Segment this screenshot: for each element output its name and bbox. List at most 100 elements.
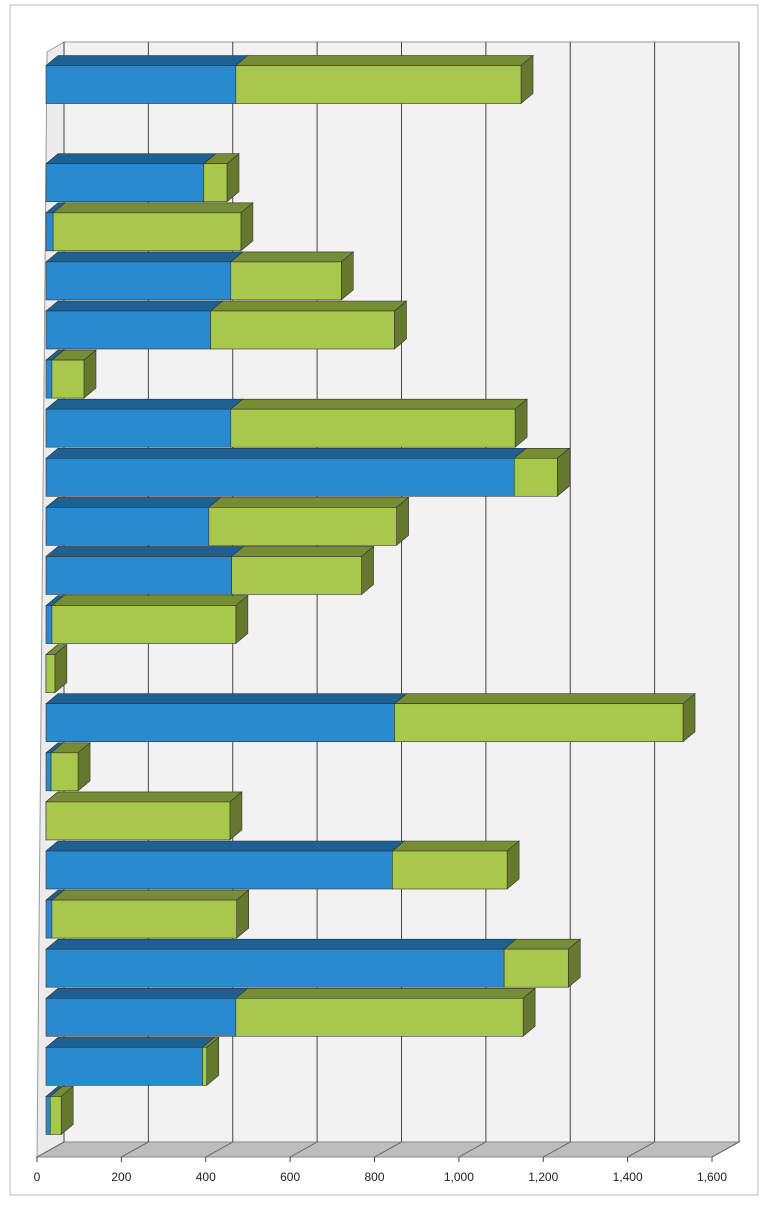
bar-segment [51,349,97,399]
bar-segment [45,643,68,694]
bar-segment [45,693,408,743]
bar-front [45,65,237,104]
bar-front [231,556,362,595]
bar-front [210,310,395,350]
x-tick-label: 0 [34,1170,41,1184]
bar-front [52,212,242,252]
bar-segment [503,938,582,988]
bar-front [45,261,232,301]
bar-front [45,163,205,203]
bar-top [52,202,254,214]
bar-front [503,948,569,988]
bar-front [45,1096,51,1135]
bar-front [45,212,54,252]
floor-grid-line [711,1141,740,1158]
bar-front [235,997,524,1037]
bar-segment [45,300,224,350]
bar-segment [45,447,528,497]
bar-segment [52,202,254,252]
bar-top [393,693,696,705]
bar-segment [229,251,355,301]
bar-segment [45,545,245,596]
bar-segment [202,153,240,203]
bar-front [202,1047,208,1086]
floor-grid-line [627,1141,655,1158]
bar-top [45,987,249,999]
bar-front [230,261,342,301]
bar-segment [49,1085,75,1136]
bar-front [50,752,79,792]
floor-grid-line [543,1141,571,1158]
bar-front [394,703,684,743]
x-tick-label: 1,400 [613,1170,643,1184]
bar-segment [51,594,249,645]
bar-top [51,595,249,606]
bar-segment [230,545,375,596]
x-tick-label: 400 [196,1170,216,1184]
bar-segment [50,742,91,792]
bar-front [45,948,505,988]
bar-top [45,1037,216,1048]
bar-front [45,605,53,644]
bar-segment [229,398,528,448]
bar-segment [209,300,408,350]
bar-segment [201,1036,220,1087]
bar-top [503,938,582,950]
bar-top [51,889,250,901]
bar-front [45,408,232,448]
bar-front [45,850,393,890]
bar-top [209,300,408,312]
bar-top [45,398,244,410]
bar-front [208,507,397,546]
bar-segment [45,496,222,547]
bar-front [45,899,53,939]
bar-front [203,163,228,203]
floor-grid-line [121,1141,149,1158]
x-tick-label: 600 [280,1170,300,1184]
bar-segment [208,496,410,547]
bar-front [45,1047,203,1086]
bar-segment [45,791,243,841]
bar-front [45,359,53,399]
bar-front [45,457,515,497]
bar-segment [45,840,406,890]
bar-top [45,840,406,852]
bar-segment [45,938,517,988]
bar-segment [51,889,250,939]
bar-segment [513,447,571,497]
bar-front [45,556,232,595]
floor-grid-line [289,1141,318,1158]
bar-front [45,310,211,350]
bar-front [45,801,231,841]
bar-top [208,497,410,508]
x-tick-label: 800 [364,1170,384,1184]
bar-front [49,1096,62,1135]
bar-top [45,251,244,263]
floor-grid-line [205,1141,233,1158]
bar-segment [45,398,244,448]
bar-segment [45,153,217,203]
bar-top [45,153,217,165]
bar-segment [235,987,536,1037]
bar-front [45,997,237,1037]
bar-top [229,251,355,263]
floor-grid-line [36,1141,65,1158]
bar-front [45,507,210,546]
bar-front [51,899,237,939]
bar-segment [45,54,249,105]
bar-segment [45,251,244,301]
bar-top [229,398,528,410]
bar-top [45,546,245,557]
bar-front [513,457,558,497]
bar-top [230,546,375,557]
bar-front [51,605,237,644]
bar-top [45,497,222,508]
bar-top [45,300,224,312]
floor-grid-line [374,1141,402,1158]
bar-segment [235,54,534,105]
bar-front [51,359,85,399]
bar-top [45,447,528,459]
bar-segment [393,693,696,743]
bar-top [235,987,536,999]
bar-front [235,65,522,104]
